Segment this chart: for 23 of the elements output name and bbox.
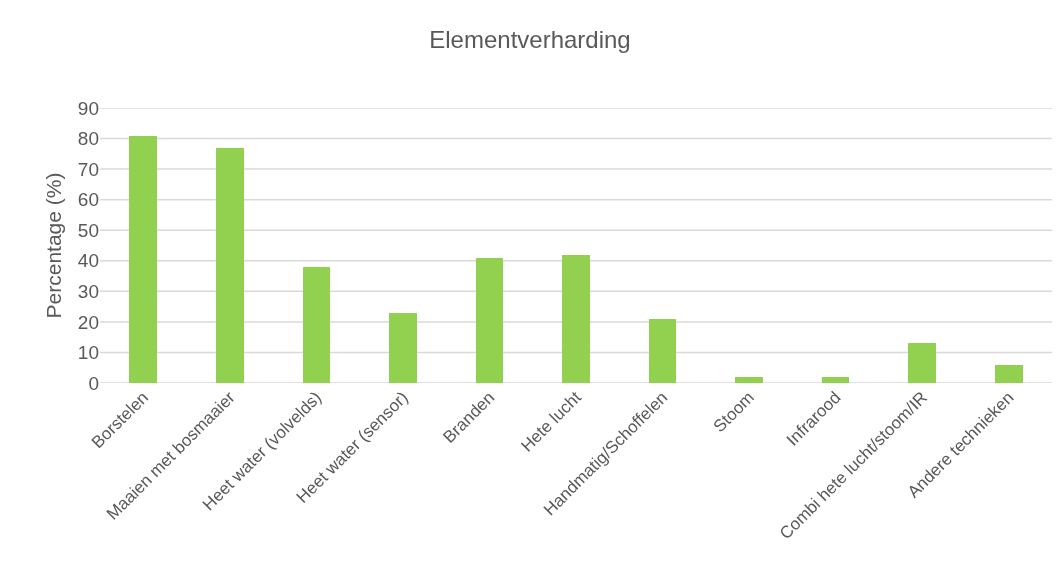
y-tick-label: 70 <box>77 158 99 180</box>
chart-title: Elementverharding <box>429 26 631 54</box>
y-tick-label: 60 <box>77 189 99 211</box>
y-tick-label: 80 <box>77 128 99 150</box>
bar <box>129 136 157 383</box>
bar <box>649 319 676 383</box>
y-tick-label: 20 <box>77 311 99 333</box>
bar <box>562 255 590 383</box>
bar <box>216 148 244 383</box>
y-tick-label: 10 <box>77 342 99 364</box>
bar <box>735 377 763 383</box>
bar <box>908 343 936 383</box>
bar <box>476 258 503 383</box>
y-axis-title: Percentage (%) <box>42 172 66 319</box>
bar <box>995 365 1023 383</box>
bar <box>303 267 330 383</box>
y-tick-label: 90 <box>77 97 99 119</box>
bar <box>389 313 417 383</box>
y-tick-label: 50 <box>77 219 99 241</box>
y-tick-label: 40 <box>77 250 99 272</box>
bar <box>822 377 849 383</box>
y-tick-label: 30 <box>77 280 99 302</box>
y-tick-label: 0 <box>88 372 99 394</box>
